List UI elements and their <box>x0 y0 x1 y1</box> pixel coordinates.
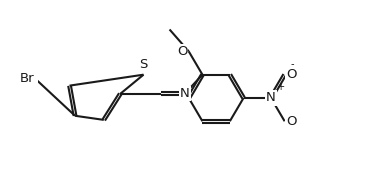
Text: N: N <box>180 87 189 100</box>
Text: S: S <box>140 58 148 71</box>
Text: Br: Br <box>19 72 34 85</box>
Text: -: - <box>291 59 295 69</box>
Text: O: O <box>177 45 187 58</box>
Text: O: O <box>286 68 296 81</box>
Text: +: + <box>277 82 285 92</box>
Text: N: N <box>266 92 276 104</box>
Text: O: O <box>286 115 296 128</box>
